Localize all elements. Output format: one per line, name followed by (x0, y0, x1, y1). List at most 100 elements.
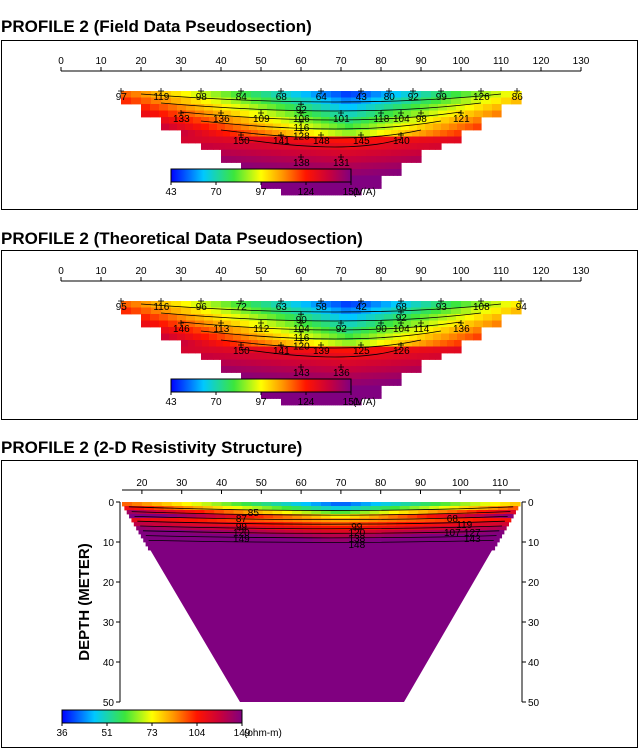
section-cell (217, 546, 227, 551)
field-cell (397, 162, 402, 170)
theoretical-x-tick-label: 10 (95, 266, 107, 277)
section-cell (357, 534, 367, 539)
theoretical-cell (371, 366, 377, 373)
field-cell (226, 156, 232, 163)
field-cell (209, 123, 218, 131)
field-cell (393, 117, 402, 124)
field-cell (291, 188, 294, 196)
field-cell (295, 188, 298, 196)
theoretical-cell (331, 398, 334, 406)
theoretical-cell (377, 327, 386, 334)
field-cell (345, 182, 349, 189)
field-cell (222, 110, 232, 118)
theoretical-cell (501, 307, 512, 315)
section-value-label: 149 (233, 534, 250, 545)
field-cell (501, 91, 512, 98)
section-cell (312, 534, 322, 539)
field-cell (291, 149, 297, 157)
field-x-tick-label: 30 (175, 56, 187, 67)
field-cell (273, 162, 278, 170)
field-cell (511, 97, 522, 105)
section-cell (347, 542, 357, 547)
section-cell (425, 546, 435, 551)
field-x-tick-label: 20 (135, 56, 147, 67)
field-cell (321, 130, 329, 137)
field-cell (311, 97, 322, 105)
section-cell (383, 538, 393, 543)
section-x-tick-label: 110 (492, 478, 508, 489)
section-y-tick-label: 20 (528, 578, 540, 589)
field-cell (293, 130, 301, 137)
field-data-point (386, 88, 392, 94)
section-cell (426, 542, 436, 547)
field-x-tick-label: 50 (255, 56, 267, 67)
section-cell (451, 546, 461, 551)
field-cell (465, 110, 475, 118)
section-cell (470, 542, 480, 547)
field-cell (313, 123, 322, 131)
theoretical-contour-line (140, 303, 502, 313)
field-x-tick-label: 40 (215, 56, 227, 67)
section-cell (430, 502, 441, 507)
field-cell (321, 188, 324, 196)
field-cell (289, 162, 294, 170)
field-cell (321, 162, 326, 170)
theoretical-cell (447, 314, 457, 321)
section-y-tick-label: 50 (103, 698, 115, 709)
theoretical-cell (171, 301, 182, 308)
theoretical-cell (370, 346, 378, 354)
theoretical-cell (249, 314, 259, 321)
field-cell (333, 188, 336, 196)
section-cell (510, 502, 521, 507)
section-cell (262, 506, 273, 511)
theoretical-cell (333, 372, 338, 380)
section-cell (241, 538, 251, 543)
field-data-point (410, 88, 416, 94)
field-cell (309, 188, 312, 196)
section-cell (490, 502, 501, 507)
theoretical-cell (420, 320, 430, 328)
field-cell (307, 136, 315, 144)
field-value-label: 118 (373, 114, 389, 125)
field-cell (347, 188, 350, 196)
theoretical-cell (321, 333, 330, 341)
theoretical-cell (409, 327, 418, 334)
field-cell (177, 123, 186, 131)
field-cell (241, 162, 246, 170)
section-y-tick-label: 0 (528, 498, 534, 509)
section-cell (203, 506, 214, 511)
theoretical-data-point (478, 298, 484, 304)
section-cell (494, 530, 505, 535)
field-cell (441, 123, 450, 131)
section-cell (203, 534, 214, 539)
field-data-point (338, 110, 344, 116)
field-cell (267, 110, 277, 118)
theoretical-cell (271, 301, 282, 308)
field-cell (301, 162, 306, 170)
theoretical-cell (474, 314, 484, 321)
field-cell (366, 110, 376, 118)
field-cell (371, 97, 382, 105)
field-cell (360, 175, 364, 183)
theoretical-cell (195, 346, 203, 354)
field-cell (209, 130, 217, 137)
field-cell (282, 182, 286, 189)
theoretical-cell (378, 392, 382, 399)
theoretical-cell (168, 314, 178, 321)
section-cell (205, 538, 216, 543)
field-cell (454, 130, 462, 137)
theoretical-cell (357, 392, 361, 399)
theoretical-cell (441, 333, 450, 341)
field-cell (281, 156, 287, 163)
section-cell (359, 514, 370, 519)
field-cell (393, 143, 400, 150)
theoretical-cell (240, 320, 250, 328)
section-cell (276, 534, 286, 539)
theoretical-cell (369, 372, 374, 380)
field-cell (251, 136, 259, 144)
field-data-point (458, 110, 464, 116)
theoretical-cell (349, 398, 352, 406)
section-cell (349, 514, 361, 519)
field-cell (361, 169, 366, 176)
section-y-tick-label: 10 (528, 538, 540, 549)
